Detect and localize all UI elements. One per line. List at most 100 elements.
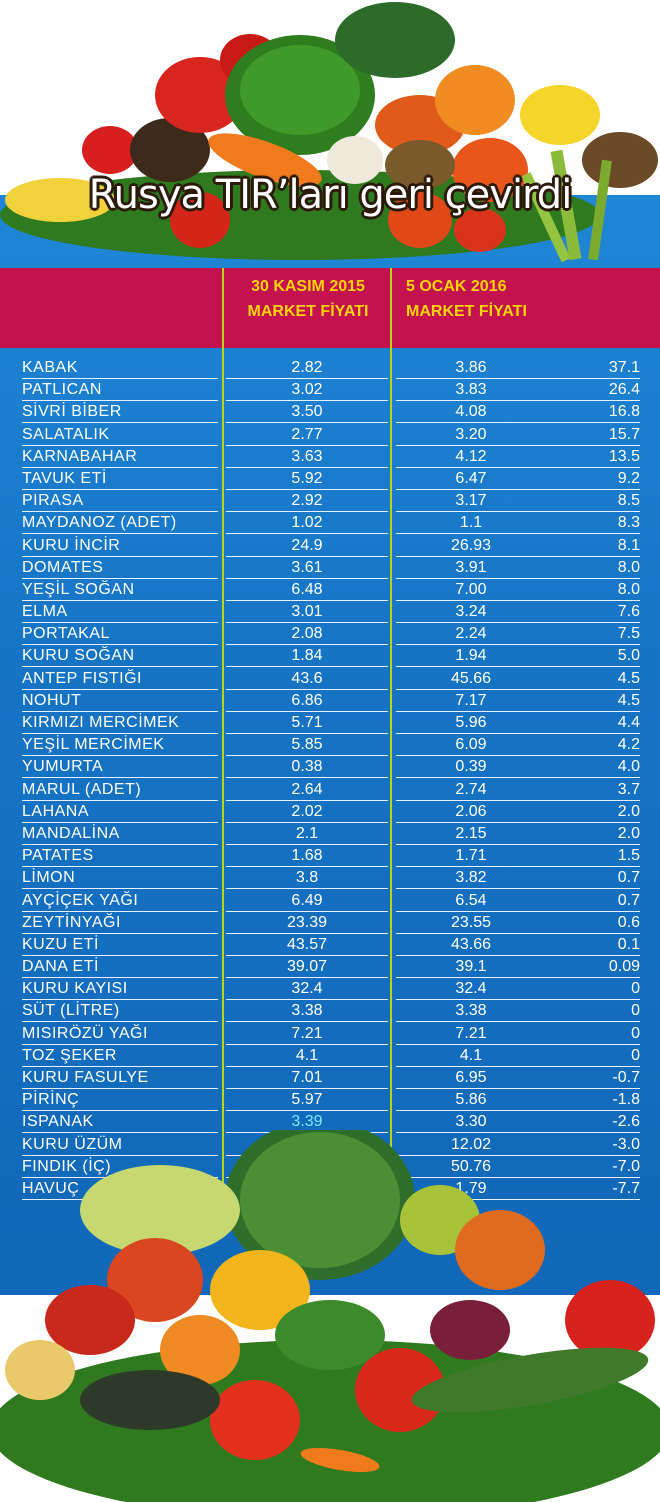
price-2016: 6.47 (396, 469, 546, 490)
item-name: MAYDANOZ (ADET) (22, 513, 218, 535)
table-row: PORTAKAL 2.08 2.24 7.5 (0, 623, 660, 646)
change-percent: -2.6 (546, 1112, 640, 1134)
price-2015: 3.63 (226, 447, 388, 468)
change-percent: 7.5 (546, 624, 640, 646)
bottom-vegetables-illustration (0, 1130, 660, 1502)
table-row: MARUL (ADET) 2.64 2.74 3.7 (0, 779, 660, 801)
table-row: KURU FASULYE 7.01 6.95 -0.7 (0, 1067, 660, 1089)
item-name: YEŞİL MERCİMEK (22, 735, 218, 757)
change-percent: 8.0 (546, 580, 640, 601)
item-name: TOZ ŞEKER (22, 1046, 218, 1067)
price-2016: 3.86 (396, 358, 546, 379)
price-2015: 2.02 (226, 802, 388, 823)
change-percent: -1.8 (546, 1090, 640, 1112)
table-row: KURU İNCİR 24.9 26.93 8.1 (0, 535, 660, 557)
price-2015: 5.97 (226, 1090, 388, 1112)
item-name: AYÇİÇEK YAĞI (22, 891, 218, 912)
change-percent: -3.0 (546, 1135, 640, 1156)
price-2016: 3.38 (396, 1001, 546, 1023)
item-name: KABAK (22, 358, 218, 379)
price-2015: 7.01 (226, 1068, 388, 1089)
change-percent: 5.0 (546, 646, 640, 668)
price-2016: 12.02 (396, 1135, 546, 1156)
price-2015: 2.64 (226, 780, 388, 801)
table-row: PATLICAN 3.02 3.83 26.4 (0, 379, 660, 402)
table-row: TOZ ŞEKER 4.1 4.1 0 (0, 1045, 660, 1067)
item-name: KURU KAYISI (22, 979, 218, 1001)
item-name: PIRASA (22, 491, 218, 513)
price-2015: 1.02 (226, 513, 388, 535)
item-name: KUZU ETİ (22, 935, 218, 956)
table-row: KURU KAYISI 32.4 32.4 0 (0, 978, 660, 1001)
item-name: YEŞİL SOĞAN (22, 580, 218, 601)
price-2016: 3.17 (396, 491, 546, 513)
column-separator (222, 268, 224, 1208)
change-percent: 4.2 (546, 735, 640, 757)
header-2016: 5 OCAK 2016 MARKET FİYATI (398, 274, 556, 324)
change-percent: 0.09 (546, 957, 640, 979)
price-2015: 1.68 (226, 846, 388, 868)
price-2015: 3.38 (226, 1001, 388, 1023)
table-row: DANA ETİ 39.07 39.1 0.09 (0, 956, 660, 979)
item-name: PATLICAN (22, 380, 218, 402)
table-row: MANDALİNA 2.1 2.15 2.0 (0, 823, 660, 845)
price-2016: 1.94 (396, 646, 546, 668)
change-percent: 4.4 (546, 713, 640, 734)
change-percent: 9.2 (546, 469, 640, 490)
change-percent: 0.7 (546, 868, 640, 890)
price-2016: 26.93 (396, 536, 546, 557)
change-percent: 4.5 (546, 691, 640, 712)
table-row: ANTEP FISTIĞI 43.6 45.66 4.5 (0, 668, 660, 690)
price-2015: 32.4 (226, 979, 388, 1001)
price-2016: 23.55 (396, 913, 546, 934)
item-name: KURU FASULYE (22, 1068, 218, 1089)
top-vegetables-illustration (0, 2, 658, 263)
price-2016: 3.20 (396, 425, 546, 446)
header-2015-line2: MARKET FİYATI (247, 303, 369, 320)
table-row: KABAK 2.82 3.86 37.1 (0, 357, 660, 379)
item-name: LAHANA (22, 802, 218, 823)
price-2015: 3.01 (226, 602, 388, 624)
table-row: LAHANA 2.02 2.06 2.0 (0, 801, 660, 823)
price-2016: 3.24 (396, 602, 546, 624)
change-percent: 0 (546, 979, 640, 1001)
price-2016: 1.71 (396, 846, 546, 868)
table-row: ELMA 3.01 3.24 7.6 (0, 601, 660, 624)
price-2016: 2.24 (396, 624, 546, 646)
change-percent: 8.3 (546, 513, 640, 535)
item-name: PİRİNÇ (22, 1090, 218, 1112)
item-name: KURU İNCİR (22, 536, 218, 557)
item-name: SİVRİ BİBER (22, 402, 218, 424)
price-2016: 50.76 (396, 1157, 546, 1178)
item-name: PATATES (22, 846, 218, 868)
table-row: YEŞİL MERCİMEK 5.85 6.09 4.2 (0, 734, 660, 757)
table-row: KURU SOĞAN 1.84 1.94 5.0 (0, 645, 660, 668)
table-row: SÜT (LİTRE) 3.38 3.38 0 (0, 1000, 660, 1023)
change-percent: 8.0 (546, 558, 640, 579)
table-row: KIRMIZI MERCİMEK 5.71 5.96 4.4 (0, 712, 660, 734)
price-2015: 6.49 (226, 891, 388, 912)
table-row: MAYDANOZ (ADET) 1.02 1.1 8.3 (0, 512, 660, 535)
item-name: LİMON (22, 868, 218, 890)
item-name: DOMATES (22, 558, 218, 579)
price-2016: 5.96 (396, 713, 546, 734)
price-2016: 1.1 (396, 513, 546, 535)
price-2015: 3.61 (226, 558, 388, 579)
price-2016: 6.95 (396, 1068, 546, 1089)
price-2015: 6.48 (226, 580, 388, 601)
item-name: MARUL (ADET) (22, 780, 218, 801)
price-2015: 24.9 (226, 536, 388, 557)
price-2016: 4.12 (396, 447, 546, 468)
item-name: KURU ÜZÜM (22, 1135, 218, 1156)
change-percent: -7.0 (546, 1157, 640, 1178)
change-percent: 1.5 (546, 846, 640, 868)
price-2016: 5.86 (396, 1090, 546, 1112)
table-row: AYÇİÇEK YAĞI 6.49 6.54 0.7 (0, 890, 660, 912)
price-2016: 0.39 (396, 757, 546, 779)
table-row: LİMON 3.8 3.82 0.7 (0, 867, 660, 890)
table-row: TAVUK ETİ 5.92 6.47 9.2 (0, 468, 660, 490)
price-2016: 4.1 (396, 1046, 546, 1067)
price-2016: 2.06 (396, 802, 546, 823)
price-2016: 7.21 (396, 1024, 546, 1045)
change-percent: 2.0 (546, 824, 640, 845)
